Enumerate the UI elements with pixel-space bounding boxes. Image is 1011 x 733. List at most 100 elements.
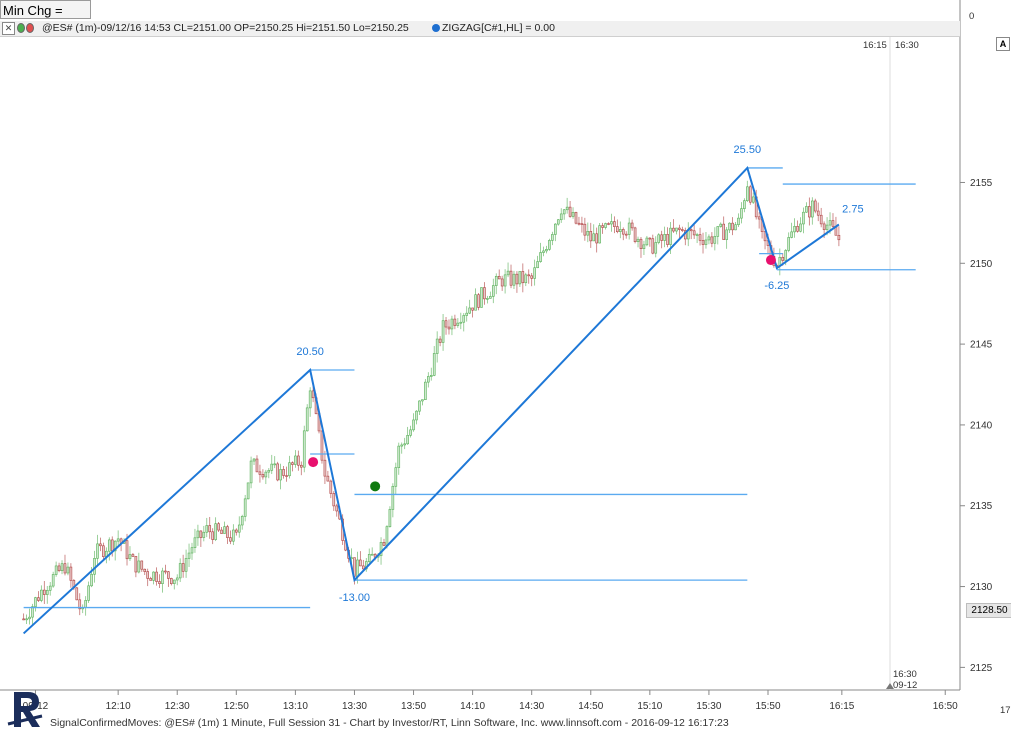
- zigzag-swing-label: -6.25: [764, 280, 789, 292]
- x-tick-label: 13:10: [283, 701, 308, 712]
- candle-body: [415, 410, 418, 421]
- x-tick-label: 14:50: [578, 701, 603, 712]
- candle-body: [710, 236, 714, 244]
- top-time-1630: 16:30: [895, 40, 919, 51]
- close-icon[interactable]: ✕: [2, 22, 15, 35]
- candle-body: [816, 210, 820, 216]
- candle-body: [648, 237, 652, 240]
- candle-body: [548, 240, 551, 250]
- sell-signal-dot: [765, 255, 776, 266]
- status-icons: [17, 23, 35, 38]
- candle-body: [391, 485, 395, 510]
- x-tick-label: 12:30: [165, 701, 190, 712]
- candle-body: [825, 224, 829, 230]
- candle-body: [264, 471, 268, 478]
- candle-body: [512, 273, 516, 286]
- x-tick-label: 15:50: [755, 701, 780, 712]
- candle-body: [240, 516, 244, 526]
- candle-body: [84, 600, 87, 608]
- candle-body: [746, 186, 749, 201]
- candle-body: [480, 287, 483, 308]
- candle-body: [107, 539, 111, 552]
- candle-body: [149, 578, 152, 581]
- candle-body: [828, 220, 832, 226]
- top-time-1615: 16:15: [863, 40, 887, 51]
- candle-body: [110, 539, 114, 552]
- candle-body: [421, 399, 424, 402]
- candle-body: [170, 578, 173, 584]
- candle-body: [75, 587, 79, 601]
- candle-body: [211, 531, 214, 540]
- candle-body: [438, 338, 442, 343]
- candle-body: [367, 554, 371, 562]
- candle-body: [155, 571, 158, 582]
- autoscale-button[interactable]: A: [996, 37, 1010, 51]
- candle-body: [811, 200, 814, 218]
- candle-body: [719, 223, 723, 227]
- candle-body: [751, 196, 755, 203]
- candle-body: [678, 227, 681, 230]
- candle-body: [740, 208, 743, 219]
- candle-body: [604, 223, 607, 228]
- swing-levels: [23, 167, 916, 609]
- candle-body: [453, 318, 457, 326]
- candle-body: [102, 545, 105, 557]
- candle-body: [131, 554, 135, 557]
- x-tick-label: 15:30: [696, 701, 721, 712]
- candle-body: [385, 526, 389, 546]
- candle-body: [128, 554, 132, 560]
- candle-body: [486, 298, 489, 300]
- candle-body: [249, 460, 253, 484]
- candle-body: [675, 227, 678, 232]
- candle-body: [412, 419, 415, 431]
- candle-body: [491, 285, 495, 297]
- candle-body: [31, 606, 34, 618]
- x-tick-label: 14:10: [460, 701, 485, 712]
- y-tick-label: 2145: [970, 340, 993, 351]
- candle-body: [713, 236, 717, 244]
- candle-body: [444, 320, 448, 328]
- candle-body: [267, 470, 271, 473]
- symbol-summary: @ES# (1m)-09/12/16 14:53 CL=2151.00 OP=2…: [42, 22, 409, 34]
- candle-body: [633, 227, 637, 242]
- candle-body: [589, 231, 593, 242]
- candle-body: [642, 244, 646, 249]
- candle-body: [477, 294, 480, 308]
- candle-body: [707, 236, 711, 241]
- candle-body: [258, 471, 262, 475]
- candle-body: [530, 275, 533, 279]
- footer-bar: SignalConfirmedMoves: @ES# (1m) 1 Minute…: [0, 714, 1011, 733]
- candle-body: [494, 276, 498, 286]
- candle-body: [66, 566, 70, 574]
- candle-body: [40, 589, 43, 601]
- x-tick-label: 14:30: [519, 701, 544, 712]
- candle-body: [359, 559, 362, 567]
- candle-body: [610, 221, 613, 225]
- x-tick-label: 16:15: [829, 701, 854, 712]
- candle-body: [164, 570, 167, 573]
- min-change-label: Min Chg = 5.25: [0, 0, 91, 37]
- candle-body: [456, 322, 460, 326]
- candle-body: [370, 553, 374, 556]
- candle-body: [813, 200, 817, 212]
- candle-body: [559, 213, 563, 221]
- candle-body: [329, 480, 333, 494]
- candle-body: [158, 581, 161, 584]
- candle-body: [790, 231, 793, 238]
- candle-body: [568, 206, 572, 217]
- buy-signal-dot: [370, 481, 381, 492]
- candle-body: [663, 234, 666, 241]
- candle-body: [489, 296, 492, 299]
- candle-body: [285, 475, 288, 477]
- candle-body: [255, 458, 259, 473]
- x-tick-label: 12:10: [106, 701, 131, 712]
- investor-rt-logo-icon: [7, 692, 43, 727]
- candle-body: [332, 493, 336, 507]
- candle-body: [441, 320, 445, 343]
- candle-body: [763, 231, 767, 242]
- candle-body: [167, 571, 170, 579]
- candle-body: [545, 249, 548, 252]
- candle-body: [748, 186, 752, 203]
- time-marker-icon: [886, 683, 894, 689]
